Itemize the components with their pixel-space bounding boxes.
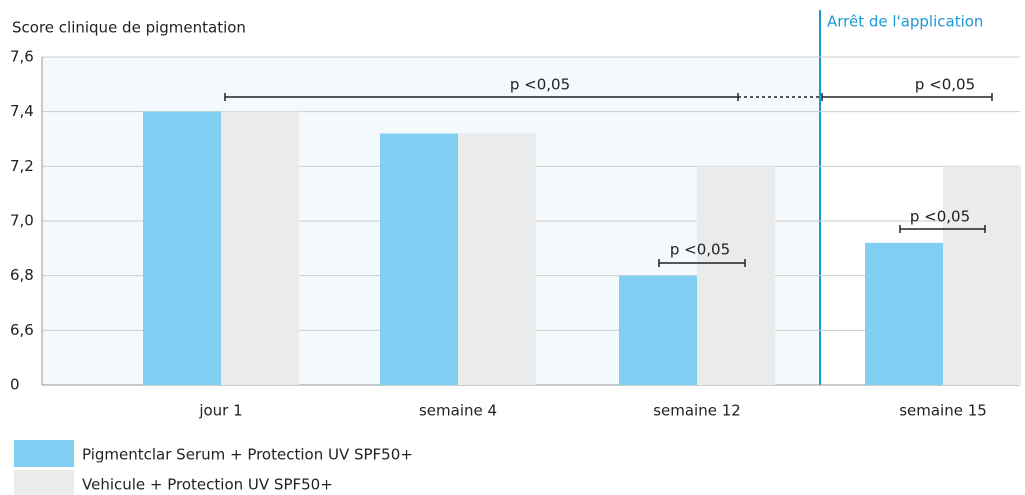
- x-tick-label: semaine 12: [653, 402, 741, 420]
- y-tick-label: 7,4: [10, 102, 34, 120]
- bar: [458, 133, 536, 385]
- x-tick-label: semaine 15: [899, 402, 987, 420]
- y-tick-label: 7,6: [10, 48, 34, 66]
- annotation: p <0,05: [915, 76, 975, 94]
- bar: [619, 275, 697, 385]
- y-tick-label: 7,2: [10, 157, 34, 175]
- legend-label: Vehicule + Protection UV SPF50+: [82, 476, 333, 494]
- bar: [697, 166, 775, 385]
- y-axis-label: Score clinique de pigmentation: [12, 19, 246, 37]
- bar: [380, 133, 458, 385]
- stop-label: Arrêt de l'application: [827, 13, 983, 31]
- annotation: p <0,05: [670, 241, 730, 259]
- x-tick-label: semaine 4: [419, 402, 497, 420]
- y-tick-label: 6,8: [10, 266, 34, 284]
- bar: [865, 242, 943, 385]
- bar: [221, 111, 299, 386]
- legend-swatch: [14, 440, 74, 467]
- x-tick-label: jour 1: [198, 402, 242, 420]
- y-tick-label: 0: [10, 376, 20, 394]
- y-tick-label: 7,0: [10, 212, 34, 230]
- annotation: p <0,05: [510, 76, 570, 94]
- bar: [943, 166, 1021, 385]
- legend-label: Pigmentclar Serum + Protection UV SPF50+: [82, 446, 413, 464]
- legend-swatch: [14, 470, 74, 495]
- annotation: p <0,05: [910, 208, 970, 226]
- y-tick-label: 6,6: [10, 321, 34, 339]
- bar: [143, 111, 221, 386]
